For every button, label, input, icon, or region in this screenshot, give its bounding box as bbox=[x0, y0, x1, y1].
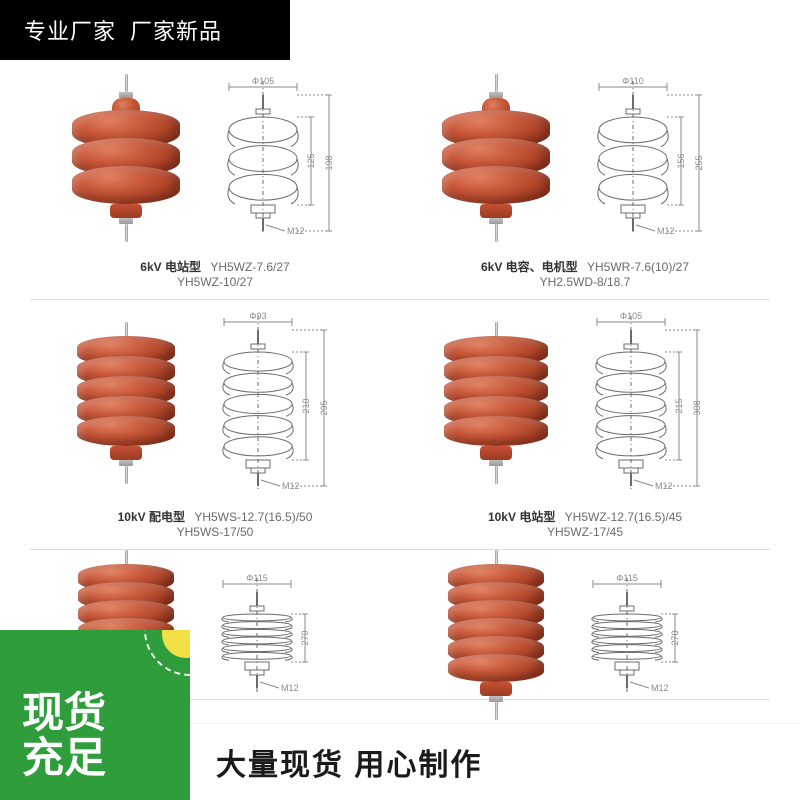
product-diagram: Φ105 M12 215 308 bbox=[576, 308, 726, 498]
svg-text:198: 198 bbox=[324, 155, 334, 170]
svg-text:270: 270 bbox=[300, 630, 310, 645]
svg-text:308: 308 bbox=[692, 400, 702, 415]
svg-text:M12: M12 bbox=[282, 481, 300, 491]
svg-text:M12: M12 bbox=[287, 226, 305, 236]
svg-text:215: 215 bbox=[674, 398, 684, 413]
svg-text:295: 295 bbox=[319, 400, 329, 415]
product-title: 6kV 电站型 bbox=[140, 260, 201, 274]
catalog-row: Φ93 M12 210 295 10kV 配电型 YH5WS-12.7(16.5)/50… bbox=[30, 300, 770, 550]
product-diagram: Φ105 M12 125 198 bbox=[208, 73, 358, 243]
svg-text:210: 210 bbox=[301, 398, 311, 413]
svg-text:M12: M12 bbox=[657, 226, 675, 236]
svg-text:156: 156 bbox=[676, 153, 686, 168]
svg-text:Φ105: Φ105 bbox=[620, 311, 642, 321]
product-diagram: Φ115 M12 270 bbox=[572, 570, 722, 700]
product-model: YH5WZ-7.6/27 bbox=[207, 260, 290, 274]
svg-text:Φ105: Φ105 bbox=[252, 76, 274, 86]
product-label: 6kV 电容、电机型 YH5WR-7.6(10)/27YH2.5WD-8/18.… bbox=[400, 256, 770, 299]
banner-text-left: 专业厂家 bbox=[24, 14, 116, 46]
product-diagram: Φ110 M12 156 255 bbox=[578, 73, 728, 243]
svg-text:M12: M12 bbox=[655, 481, 673, 491]
product-model: YH5WR-7.6(10)/27 bbox=[584, 260, 689, 274]
strip-text: 大量现货 用心制作 bbox=[216, 740, 482, 784]
svg-text:M12: M12 bbox=[281, 683, 299, 693]
product-model: YH5WZ-12.7(16.5)/45 bbox=[561, 510, 682, 524]
svg-text:Φ115: Φ115 bbox=[246, 573, 268, 583]
svg-text:125: 125 bbox=[306, 153, 316, 168]
badge-line2: 充足 bbox=[22, 734, 190, 782]
product-label: 6kV 电站型 YH5WZ-7.6/27YH5WZ-10/27 bbox=[30, 256, 400, 299]
product-photo bbox=[442, 74, 550, 242]
product-title: 10kV 配电型 bbox=[118, 510, 185, 524]
product-catalog: Φ105M121251986kV 电站型 YH5WZ-7.6/27YH5WZ-1… bbox=[30, 60, 770, 680]
top-banner: 专业厂家 厂家新品 bbox=[0, 0, 290, 60]
product-label: 10kV 电站型 YH5WZ-12.7(16.5)/45YH5WZ-17/45 bbox=[400, 506, 770, 549]
product-diagram: Φ115 M12 270 bbox=[202, 570, 352, 700]
svg-text:255: 255 bbox=[694, 155, 704, 170]
catalog-cell: Φ105 M12 215 308 10kV 电站型 YH5WZ-12.7(16.5)/4… bbox=[400, 300, 770, 549]
svg-text:Φ93: Φ93 bbox=[249, 311, 266, 321]
product-model: YH5WZ-10/27 bbox=[30, 275, 400, 291]
product-title: 10kV 电站型 bbox=[488, 510, 555, 524]
product-photo bbox=[448, 550, 544, 720]
badge-line1: 现货 bbox=[22, 692, 190, 734]
catalog-cell: Φ93 M12 210 295 10kV 配电型 YH5WS-12.7(16.5)/50… bbox=[30, 300, 400, 549]
catalog-cell: Φ105 M12 125 198 6kV 电站型 YH5WZ-7.6/27YH5WZ-1… bbox=[30, 60, 400, 299]
stock-badge: 现货 充足 bbox=[0, 630, 190, 800]
catalog-row: Φ105 M12 125 198 6kV 电站型 YH5WZ-7.6/27YH5WZ-1… bbox=[30, 60, 770, 300]
product-model: YH5WS-12.7(16.5)/50 bbox=[191, 510, 312, 524]
product-model: YH5WS-17/50 bbox=[30, 525, 400, 541]
product-model: YH5WZ-17/45 bbox=[400, 525, 770, 541]
catalog-cell: Φ110 M12 156 255 6kV 电容、电机型 YH5WR-7.6(10)/27… bbox=[400, 60, 770, 299]
svg-text:M12: M12 bbox=[651, 683, 669, 693]
svg-text:Φ115: Φ115 bbox=[616, 573, 638, 583]
catalog-cell: Φ115 M12 270 bbox=[400, 550, 770, 699]
banner-text-right: 厂家新品 bbox=[130, 14, 222, 46]
product-diagram: Φ93 M12 210 295 bbox=[203, 308, 353, 498]
product-photo bbox=[444, 322, 548, 484]
svg-text:Φ110: Φ110 bbox=[622, 76, 644, 86]
bottom-strip: 大量现货 用心制作 bbox=[190, 724, 800, 800]
product-photo bbox=[72, 74, 180, 242]
product-model: YH2.5WD-8/18.7 bbox=[400, 275, 770, 291]
product-label: 10kV 配电型 YH5WS-12.7(16.5)/50YH5WS-17/50 bbox=[30, 506, 400, 549]
svg-text:270: 270 bbox=[670, 630, 680, 645]
product-photo bbox=[77, 322, 175, 484]
product-title: 6kV 电容、电机型 bbox=[481, 260, 578, 274]
